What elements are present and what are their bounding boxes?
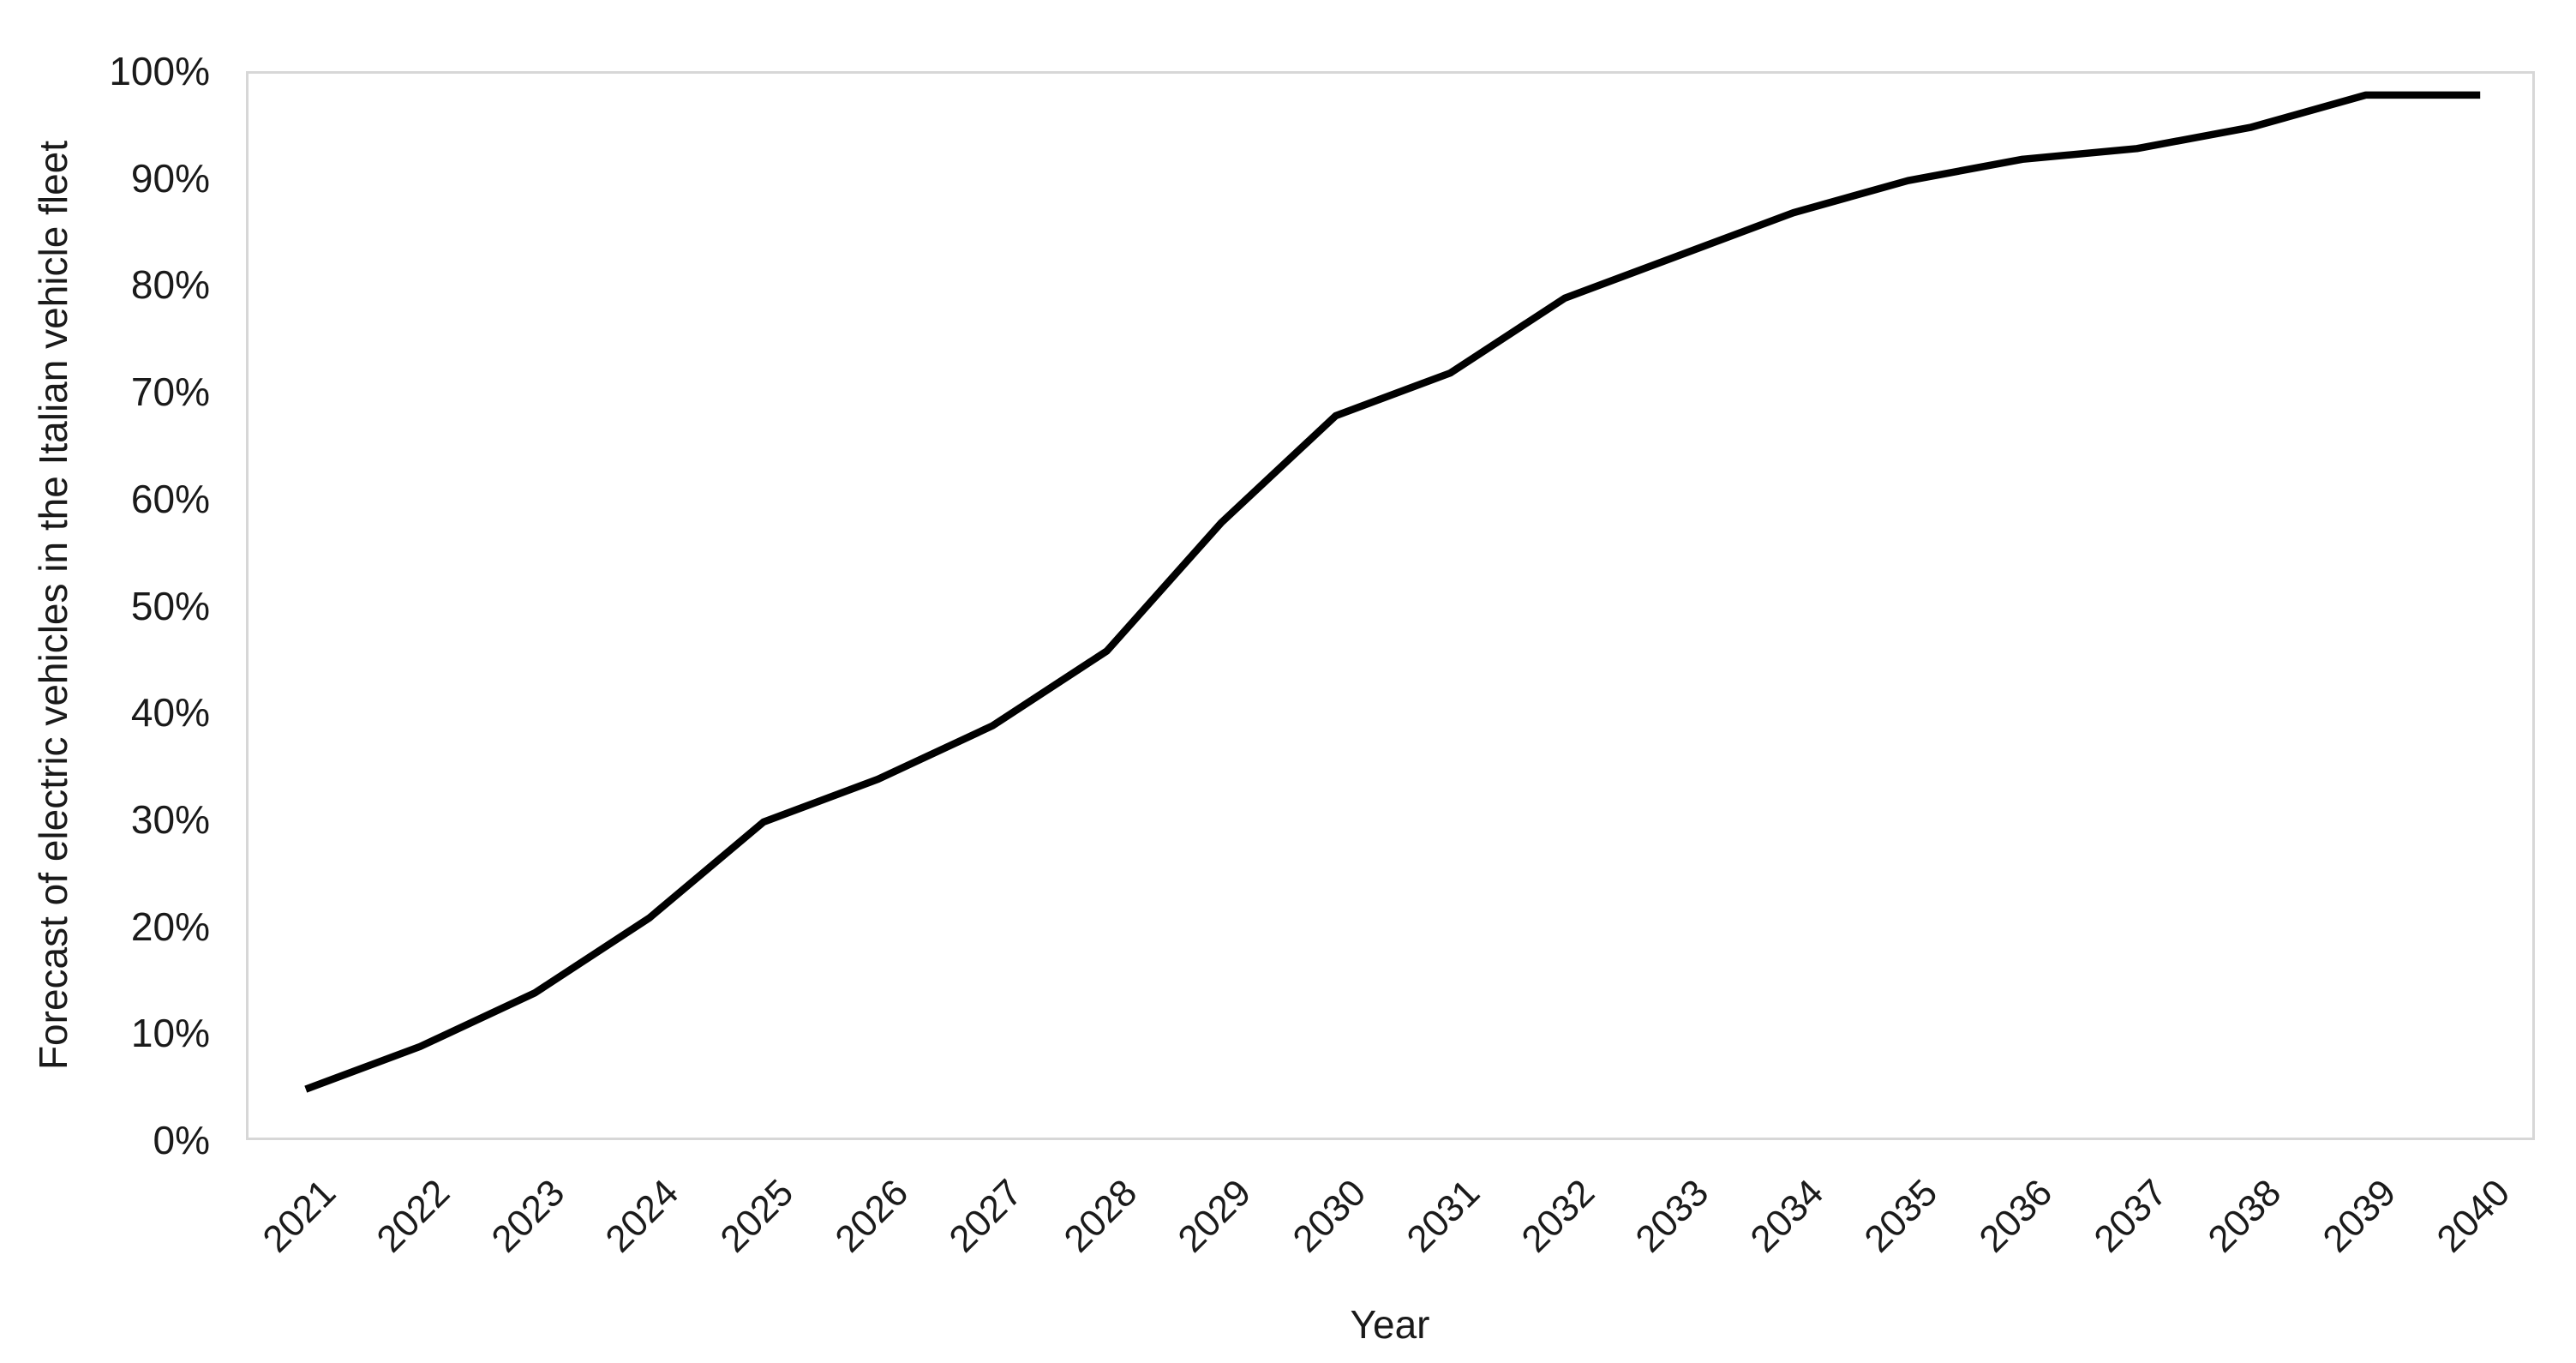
- y-tick-label: 0%: [153, 1118, 210, 1162]
- y-tick-label: 90%: [130, 155, 210, 201]
- y-tick-label: 80%: [130, 262, 210, 308]
- x-tick-label: 2034: [1742, 1171, 1832, 1261]
- y-tick-label: 60%: [130, 476, 210, 521]
- x-tick-label: 2038: [2200, 1171, 2290, 1261]
- x-tick-label: 2029: [1170, 1171, 1260, 1261]
- x-tick-label: 2025: [712, 1171, 802, 1261]
- x-tick-label: 2024: [597, 1171, 687, 1261]
- y-tick-label: 30%: [130, 796, 210, 842]
- x-tick-label: 2033: [1627, 1171, 1717, 1261]
- x-tick-label: 2027: [941, 1171, 1031, 1261]
- y-tick-label: 20%: [130, 904, 210, 949]
- x-tick-label: 2021: [255, 1171, 344, 1261]
- y-tick-label: 70%: [130, 369, 210, 415]
- x-tick-label: 2023: [483, 1171, 573, 1261]
- x-tick-label: 2022: [368, 1171, 458, 1261]
- x-tick-label: 2040: [2429, 1171, 2519, 1261]
- y-tick-label: 50%: [130, 583, 210, 628]
- x-tick-label: 2031: [1399, 1171, 1489, 1261]
- x-tick-label: 2030: [1285, 1171, 1374, 1261]
- x-tick-label: 2039: [2315, 1171, 2404, 1261]
- x-tick-label: 2035: [1856, 1171, 1946, 1261]
- x-tick-label: 2036: [1971, 1171, 2061, 1261]
- x-tick-label: 2032: [1513, 1171, 1603, 1261]
- y-tick-label: 10%: [130, 1011, 210, 1056]
- plot-area: [246, 71, 2535, 1140]
- x-tick-label: 2037: [2085, 1171, 2175, 1261]
- x-tick-label: 2028: [1055, 1171, 1145, 1261]
- x-tick-label: 2026: [826, 1171, 916, 1261]
- y-tick-label: 100%: [109, 49, 210, 93]
- x-axis-title: Year: [1350, 1302, 1430, 1347]
- y-tick-label: 40%: [130, 690, 210, 736]
- forecast-series-line: [304, 91, 2481, 1093]
- forecast-line-svg: [304, 91, 2481, 1093]
